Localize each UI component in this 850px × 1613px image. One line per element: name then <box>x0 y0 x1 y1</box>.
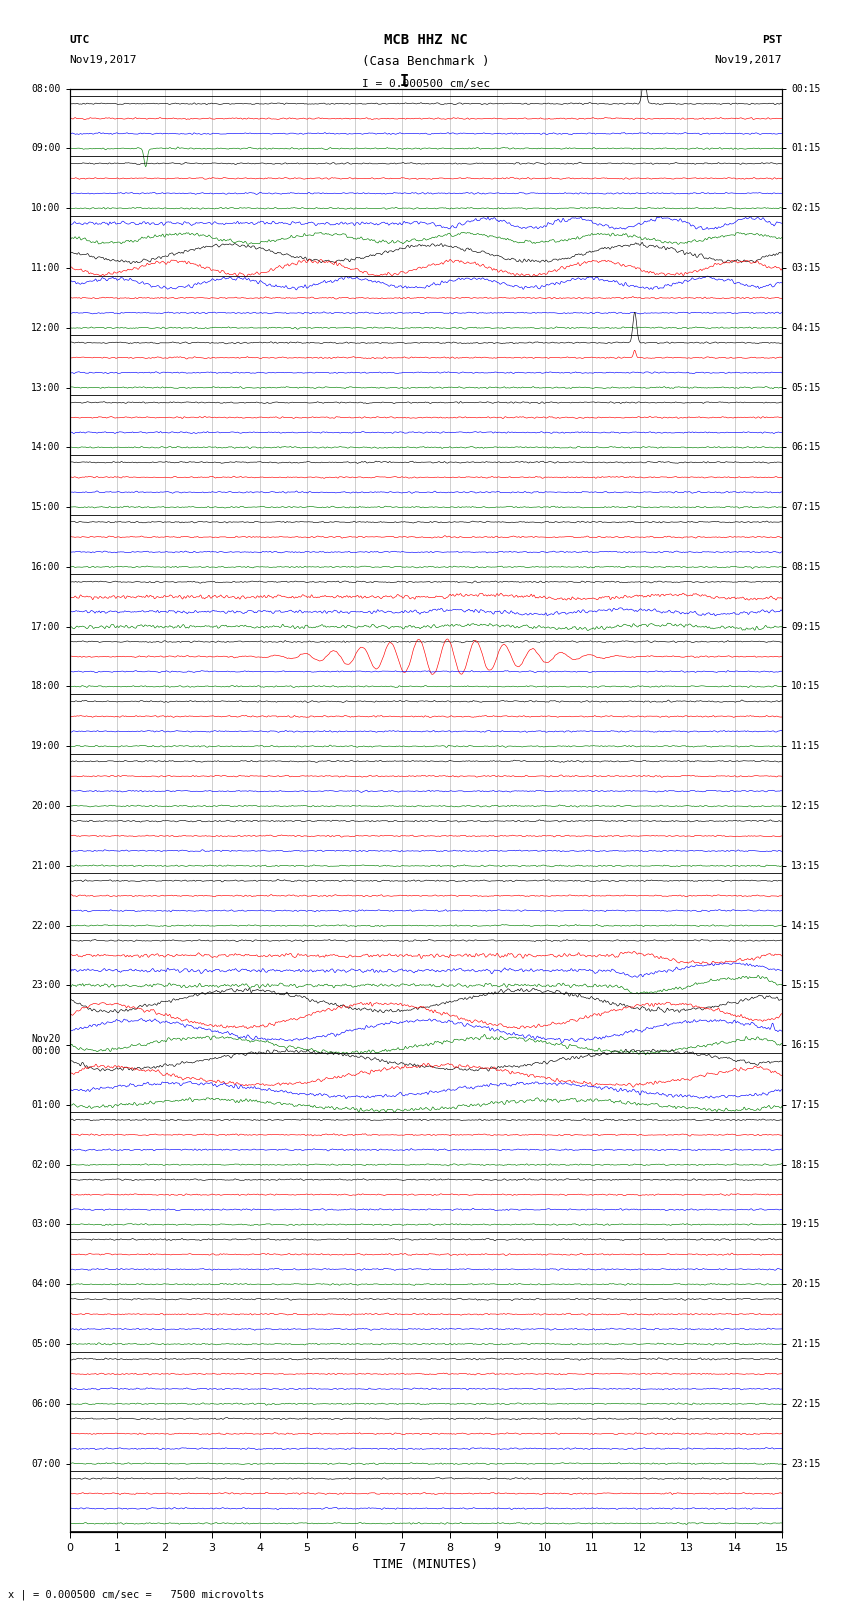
X-axis label: TIME (MINUTES): TIME (MINUTES) <box>373 1558 479 1571</box>
Text: (Casa Benchmark ): (Casa Benchmark ) <box>362 55 490 68</box>
Text: MCB HHZ NC: MCB HHZ NC <box>384 34 468 47</box>
Text: Nov19,2017: Nov19,2017 <box>70 55 137 65</box>
Text: PST: PST <box>762 35 782 45</box>
Text: Nov19,2017: Nov19,2017 <box>715 55 782 65</box>
Text: I = 0.000500 cm/sec: I = 0.000500 cm/sec <box>362 79 490 89</box>
Text: I: I <box>400 74 409 89</box>
Text: UTC: UTC <box>70 35 90 45</box>
Text: x | = 0.000500 cm/sec =   7500 microvolts: x | = 0.000500 cm/sec = 7500 microvolts <box>8 1589 264 1600</box>
